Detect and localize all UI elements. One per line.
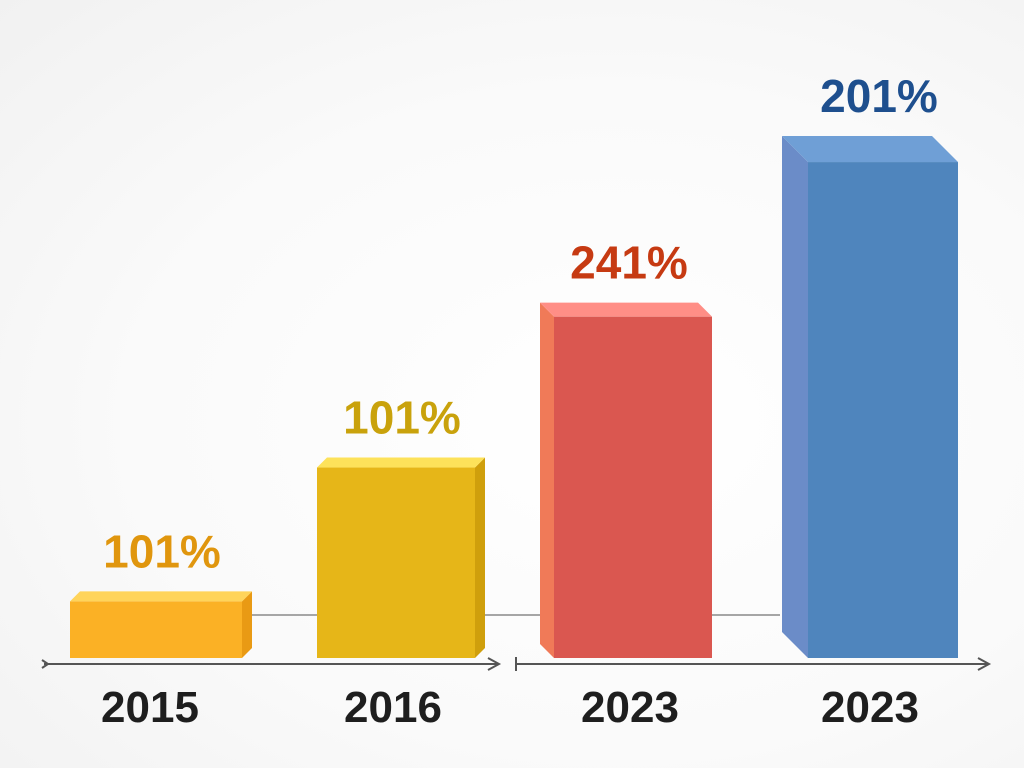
bar-top-face	[70, 591, 252, 602]
bar-2023-3	[782, 136, 958, 659]
bars-layer	[70, 136, 958, 659]
bar-front-face	[70, 601, 242, 658]
bar-2016-1	[317, 457, 485, 658]
bar-top-face	[317, 457, 485, 468]
data-label-1: 101%	[343, 392, 461, 444]
bar-2015-0	[70, 591, 252, 658]
x-tick-label-0: 2015	[101, 683, 199, 732]
bar-side-face	[242, 591, 252, 658]
data-label-0: 101%	[103, 525, 221, 577]
bar-top-face	[782, 136, 958, 163]
data-label-3: 201%	[820, 70, 938, 122]
data-label-2: 241%	[570, 237, 688, 289]
x-axis-arrow-right	[977, 657, 992, 671]
bar-side-face	[475, 457, 485, 658]
bar-side-face	[782, 136, 808, 659]
x-axis-start-cap	[41, 659, 50, 669]
x-axis-arrow-left	[487, 657, 502, 671]
x-tick-label-1: 2016	[344, 683, 442, 732]
labels-layer: 101% 2015 101% 2016 241% 2023 201% 2023	[101, 70, 938, 732]
bar-front-face	[554, 316, 712, 658]
x-tick-label-2: 2023	[581, 683, 679, 732]
bar-2023-2	[540, 302, 712, 658]
bar-side-face	[540, 302, 554, 658]
x-tick-label-3: 2023	[821, 683, 919, 732]
bar-top-face	[540, 302, 712, 317]
bar-front-face	[808, 162, 958, 659]
bar-front-face	[317, 467, 475, 658]
